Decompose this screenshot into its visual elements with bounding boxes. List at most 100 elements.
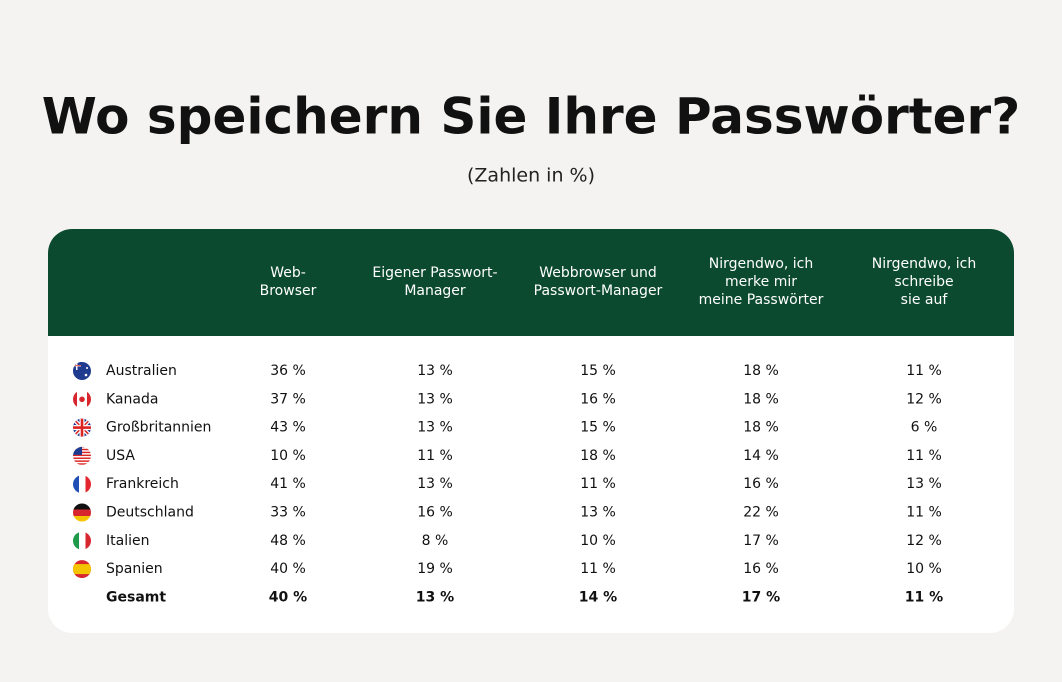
flag-part [85, 531, 91, 550]
column-header: Manager [404, 283, 466, 299]
subtitle: (Zahlen in %) [467, 165, 595, 187]
column-header: schreibe [894, 274, 953, 290]
table-header [48, 229, 1014, 336]
flag-part [73, 457, 91, 459]
flag-part [79, 475, 86, 494]
cell: 19 % [417, 561, 453, 577]
flag [73, 531, 91, 550]
cell: 10 % [270, 448, 306, 464]
flag-part [79, 531, 86, 550]
cell: 12 % [906, 533, 942, 549]
flag-part [73, 463, 91, 465]
column-header: Nirgendwo, ich [872, 256, 977, 272]
cell: 11 % [906, 448, 942, 464]
flag-part [73, 564, 91, 575]
column-header: meine Passwörter [699, 292, 824, 308]
cell: 13 % [417, 420, 453, 436]
column-header: Nirgendwo, ich [709, 256, 814, 272]
country: Großbritannien [106, 420, 211, 436]
flag [73, 503, 91, 522]
flag-part [73, 426, 91, 429]
cell: 43 % [270, 420, 306, 436]
flag [73, 390, 91, 409]
column-header: Eigener Passwort- [372, 265, 497, 281]
cell: 36 % [270, 363, 306, 379]
flag-part [73, 509, 91, 516]
column-header: Webbrowser und [539, 265, 657, 281]
flag-part [87, 390, 91, 409]
cell: 12 % [906, 391, 942, 407]
flag-part [73, 531, 79, 550]
cell: 18 % [580, 448, 616, 464]
flag [73, 475, 91, 494]
cell: 13 % [417, 476, 453, 492]
flag-part [73, 390, 77, 409]
cell: 16 % [417, 505, 453, 521]
total-cell: 14 % [579, 589, 617, 605]
column-header: merke mir [725, 274, 797, 290]
cell: 11 % [906, 363, 942, 379]
cell: 13 % [580, 505, 616, 521]
flag-part [73, 446, 82, 455]
column-header: Web- [270, 265, 306, 281]
flag-part [73, 460, 91, 462]
column-header: Browser [260, 283, 317, 299]
flag-part [73, 365, 81, 367]
total-cell: 40 % [269, 589, 307, 605]
title: Wo speichern Sie Ihre Passwörter? [42, 88, 1020, 146]
cell: 6 % [911, 420, 938, 436]
flag-part [85, 475, 91, 494]
column-header: sie auf [901, 292, 949, 308]
flag [73, 560, 91, 579]
total-cell: 13 % [416, 589, 454, 605]
flag-part [79, 396, 85, 403]
country: Spanien [106, 561, 163, 577]
flag-part [73, 516, 91, 522]
cell: 11 % [417, 448, 453, 464]
cell: 13 % [417, 391, 453, 407]
flag-part [73, 475, 79, 494]
cell: 41 % [270, 476, 306, 492]
cell: 18 % [743, 363, 779, 379]
flag-part [73, 454, 91, 457]
cell: 8 % [422, 533, 449, 549]
cell: 14 % [743, 448, 779, 464]
cell: 13 % [417, 363, 453, 379]
total-cell: 11 % [905, 589, 943, 605]
flag [73, 362, 91, 380]
cell: 18 % [743, 420, 779, 436]
cell: 13 % [906, 476, 942, 492]
cell: 33 % [270, 505, 306, 521]
cell: 10 % [580, 533, 616, 549]
cell: 18 % [743, 391, 779, 407]
country: Deutschland [106, 505, 194, 521]
cell: 16 % [580, 391, 616, 407]
cell: 11 % [580, 561, 616, 577]
cell: 11 % [580, 476, 616, 492]
country: Australien [106, 363, 177, 379]
cell: 37 % [270, 391, 306, 407]
flag [73, 446, 91, 465]
flag-part [73, 503, 91, 510]
cell: 10 % [906, 561, 942, 577]
flag-part [86, 367, 88, 369]
total-label: Gesamt [106, 589, 166, 605]
table: Web- Browser Eigener Passwort- Manager Webbr… [73, 256, 977, 605]
cell: 15 % [580, 420, 616, 436]
cell: 15 % [580, 363, 616, 379]
cell: 40 % [270, 561, 306, 577]
flag-part [84, 373, 88, 377]
cell: 11 % [906, 505, 942, 521]
column-header: Passwort-Manager [534, 283, 663, 299]
total-cell: 17 % [742, 589, 780, 605]
country: Italien [106, 533, 149, 549]
cell: 17 % [743, 533, 779, 549]
country: Kanada [106, 391, 158, 407]
country: Frankreich [106, 476, 179, 492]
country: USA [106, 448, 135, 464]
cell: 48 % [270, 533, 306, 549]
cell: 16 % [743, 561, 779, 577]
cell: 22 % [743, 505, 779, 521]
cell: 16 % [743, 476, 779, 492]
